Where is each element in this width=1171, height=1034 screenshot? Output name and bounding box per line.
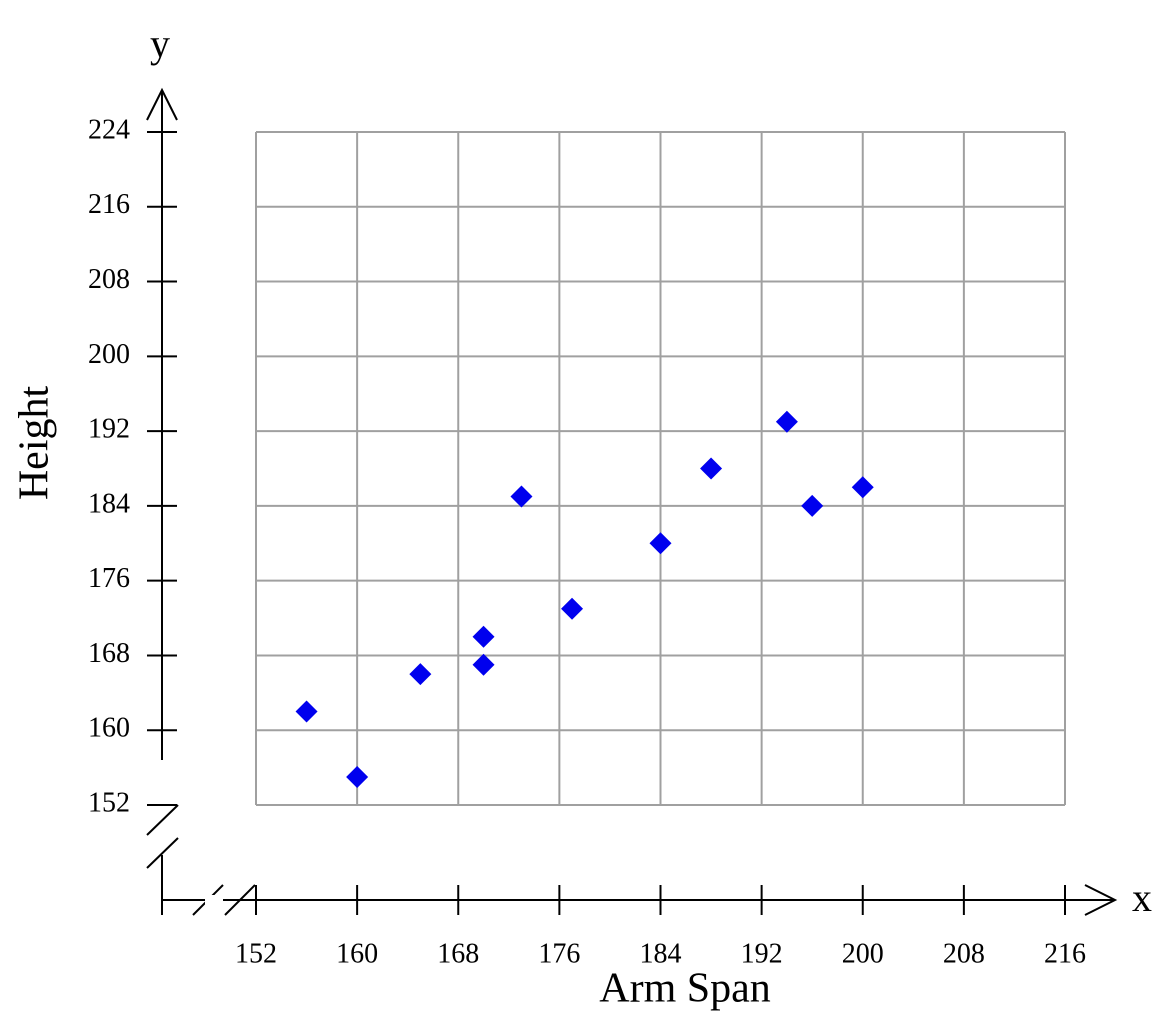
x-tick-label: 176 <box>538 938 580 969</box>
y-tick-label: 168 <box>88 638 130 669</box>
y-tick-label: 152 <box>88 787 130 818</box>
axis-gap <box>205 895 223 905</box>
x-tick-label: 152 <box>235 938 277 969</box>
x-axis-label: Arm Span <box>599 966 771 1012</box>
x-tick-label: 168 <box>437 938 479 969</box>
point <box>851 476 874 499</box>
y-axis-name: y <box>150 21 170 66</box>
point <box>346 765 369 788</box>
point <box>700 457 723 480</box>
point <box>775 410 798 433</box>
x-tick-label: 208 <box>943 938 985 969</box>
y-axis-label: Height <box>12 386 58 501</box>
point <box>409 663 432 686</box>
point <box>561 597 584 620</box>
point <box>649 532 672 555</box>
x-tick-label: 160 <box>336 938 378 969</box>
y-tick-label: 176 <box>88 563 130 594</box>
x-tick-label: 184 <box>640 938 682 969</box>
point <box>472 625 495 648</box>
y-tick-label: 208 <box>88 264 130 295</box>
axis-break <box>224 884 256 916</box>
x-axis-arrow <box>1084 884 1118 916</box>
axis-break <box>146 804 179 836</box>
y-tick-label: 216 <box>88 189 130 220</box>
x-axis-name: x <box>1132 875 1152 920</box>
point <box>510 485 533 508</box>
y-tick-label: 184 <box>88 488 130 519</box>
point <box>801 494 824 517</box>
y-tick-label: 192 <box>88 414 130 445</box>
y-tick-label: 200 <box>88 339 130 370</box>
y-axis-arrow <box>146 87 178 121</box>
point <box>295 700 318 723</box>
x-tick-label: 200 <box>842 938 884 969</box>
point <box>472 653 495 676</box>
y-tick-label: 160 <box>88 713 130 744</box>
y-tick-label: 224 <box>88 114 130 145</box>
x-tick-label: 192 <box>741 938 783 969</box>
x-tick-label: 216 <box>1044 938 1086 969</box>
axis-break <box>146 837 179 869</box>
